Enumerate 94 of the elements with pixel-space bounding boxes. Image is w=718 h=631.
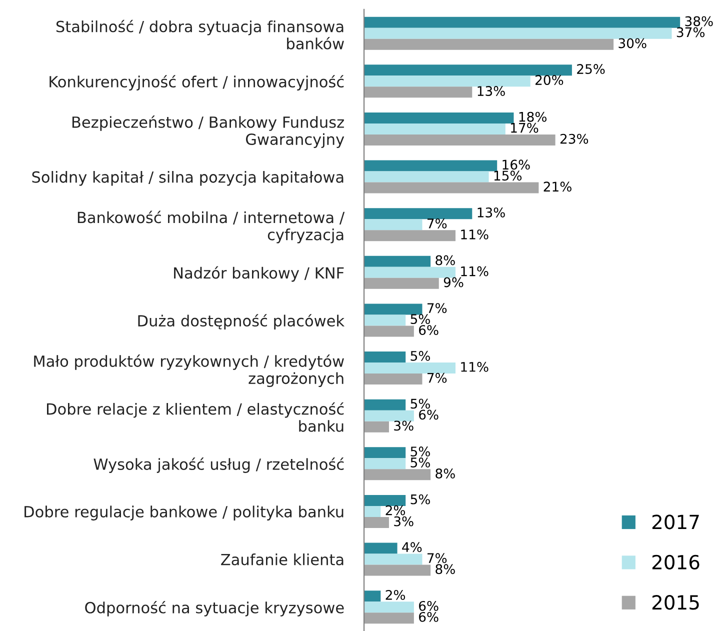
bar <box>364 208 472 220</box>
bar <box>364 362 456 374</box>
bar <box>364 447 406 458</box>
y-tick-label: Bezpieczeństwo / Bankowy Fundusz Gwarancyjny <box>72 115 344 148</box>
bar <box>364 469 431 480</box>
data-label: 15% <box>494 170 522 181</box>
bar <box>364 64 572 76</box>
data-label: 11% <box>461 266 488 276</box>
y-tick-label: Mało produktów ryzykownych / kredytów zagrożonych <box>34 354 344 388</box>
bar <box>364 458 406 470</box>
data-label: 6% <box>419 612 438 622</box>
data-label: 4% <box>402 542 422 552</box>
data-label: 13% <box>478 86 505 96</box>
y-tick-label: Solidny kapitał / silna pozycja kapitałowa <box>32 170 344 186</box>
data-label: 16% <box>502 160 530 170</box>
bar <box>364 399 406 410</box>
bar <box>364 171 489 182</box>
bar <box>364 86 472 98</box>
y-tick-label: Konkurencyjność ofert / innowacyjność <box>50 75 344 90</box>
data-label: 11% <box>461 362 488 372</box>
data-label: 2% <box>386 590 406 600</box>
data-label: 18% <box>519 112 546 122</box>
bar <box>364 38 614 50</box>
data-label: 7% <box>427 303 447 314</box>
legend-label: 2017 <box>652 514 699 530</box>
bar <box>364 219 422 230</box>
data-label: 7% <box>427 218 447 228</box>
bar <box>364 590 381 602</box>
data-label: 5% <box>410 350 430 361</box>
y-tick-label: Zaufanie klienta <box>221 553 344 566</box>
data-label: 5% <box>410 494 430 504</box>
data-label: 7% <box>427 372 447 383</box>
data-label: 21% <box>544 182 572 192</box>
data-label: 3% <box>394 516 414 526</box>
data-label: 25% <box>577 64 605 74</box>
y-tick-label: Wysoka jakość usług / rzetelność <box>94 458 344 473</box>
data-label: 30% <box>618 38 646 48</box>
bar <box>364 314 406 326</box>
data-label: 8% <box>436 255 455 266</box>
bar <box>364 76 530 87</box>
y-tick-label: Duża dostępność placówek <box>138 314 345 330</box>
data-label: 37% <box>676 27 705 38</box>
data-label: 8% <box>436 468 455 478</box>
bar <box>364 494 406 506</box>
y-tick-label: Odporność na sytuacje kryzysowe <box>85 600 344 616</box>
data-label: 20% <box>536 75 564 86</box>
legend-label: 2016 <box>652 554 700 570</box>
bar <box>364 554 422 565</box>
bar <box>364 410 414 422</box>
data-label: 13% <box>478 207 505 218</box>
bar <box>364 516 389 528</box>
bar <box>364 256 431 267</box>
data-label: 7% <box>427 553 447 564</box>
y-tick-label: Bankowość mobilna / internetowa / cyfryzacja <box>78 210 345 244</box>
bar <box>364 326 414 337</box>
bar <box>364 304 422 315</box>
data-label: 8% <box>436 564 455 574</box>
data-label: 5% <box>410 314 430 324</box>
y-tick-label: Dobre regulacje bankowe / polityka banku <box>24 506 344 520</box>
bar <box>364 352 406 363</box>
bar <box>364 182 539 194</box>
data-label: 2% <box>386 505 406 516</box>
bar <box>364 612 414 624</box>
bar <box>364 16 680 28</box>
bar <box>364 28 672 39</box>
bar <box>364 230 456 242</box>
data-label: 9% <box>444 277 464 288</box>
data-label: 5% <box>410 398 430 409</box>
data-label: 23% <box>560 134 588 144</box>
data-label: 5% <box>410 446 430 456</box>
data-label: 5% <box>410 458 430 468</box>
bar <box>364 506 381 517</box>
data-label: 6% <box>419 600 438 611</box>
y-tick-label: Stabilność / dobra sytuacja finansowa banków <box>56 20 344 50</box>
data-label: 17% <box>511 122 538 133</box>
bar <box>364 160 498 172</box>
y-tick-label: Dobre relacje z klientem / elastyczność banku <box>47 402 344 432</box>
bar <box>364 564 431 576</box>
data-label: 11% <box>461 229 488 240</box>
bar <box>364 134 556 146</box>
bar <box>364 123 506 134</box>
bar <box>364 266 456 278</box>
data-label: 6% <box>419 410 438 420</box>
data-label: 3% <box>394 420 414 431</box>
bar <box>364 112 514 124</box>
bar <box>364 602 414 613</box>
data-label: 6% <box>419 325 438 336</box>
bar <box>364 278 439 289</box>
legend-label: 2015 <box>652 595 699 610</box>
bar <box>364 542 398 554</box>
bar <box>364 421 389 432</box>
bar <box>364 374 422 385</box>
y-tick-label: Nadzór bankowy / KNF <box>174 266 344 282</box>
data-label: 38% <box>685 16 713 26</box>
